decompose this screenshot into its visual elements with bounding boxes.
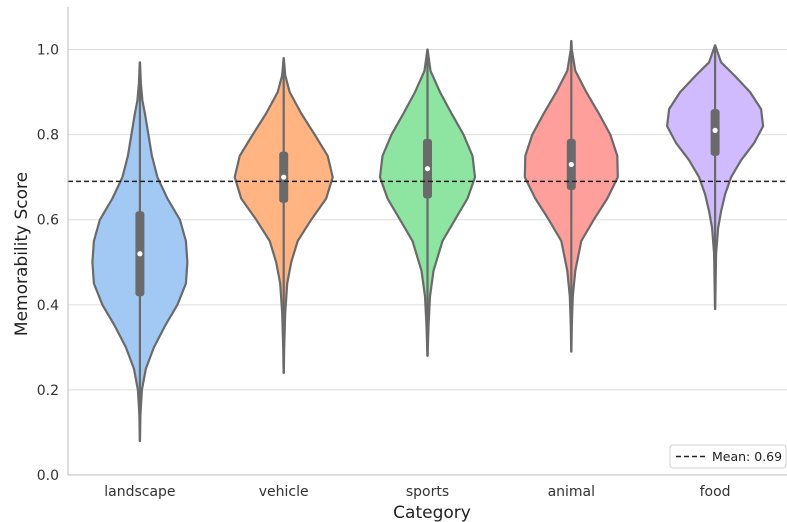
violin-median-vehicle bbox=[281, 174, 287, 180]
violin-landscape bbox=[91, 61, 189, 443]
y-tick-label: 0.0 bbox=[37, 468, 59, 484]
violin-median-food bbox=[712, 127, 718, 133]
y-tick-label: 1.0 bbox=[37, 43, 59, 59]
violin-median-sports bbox=[424, 166, 431, 172]
x-tick-label-sports: sports bbox=[406, 484, 449, 500]
violin-median-animal bbox=[568, 161, 574, 168]
axes: 0.0 0.2 0.4 0.6 0.8 1.0 landscape vehicle sports… bbox=[37, 7, 787, 500]
y-axis-title: Memorability Score bbox=[12, 172, 32, 336]
y-tick-label: 0.2 bbox=[37, 383, 59, 399]
y-tick-label: 0.6 bbox=[37, 213, 59, 229]
violin-vehicle bbox=[233, 57, 334, 374]
x-tick-label-food: food bbox=[700, 484, 731, 500]
violin-median-landscape bbox=[137, 251, 143, 257]
violins bbox=[91, 39, 765, 443]
x-tick-label-animal: animal bbox=[548, 484, 595, 500]
violin-food bbox=[666, 44, 765, 311]
y-tick-label: 0.4 bbox=[37, 298, 59, 314]
legend-box bbox=[669, 444, 787, 469]
x-axis-title: Category bbox=[393, 503, 471, 522]
x-tick-label-vehicle: vehicle bbox=[259, 484, 309, 500]
legend: Mean: 0.69 bbox=[669, 444, 787, 469]
violin-animal bbox=[523, 39, 619, 353]
legend-mean-label: Mean: 0.69 bbox=[712, 449, 782, 464]
x-tick-label-landscape: landscape bbox=[104, 484, 175, 500]
y-tick-label: 0.8 bbox=[37, 128, 59, 144]
violin-sports bbox=[378, 48, 477, 357]
